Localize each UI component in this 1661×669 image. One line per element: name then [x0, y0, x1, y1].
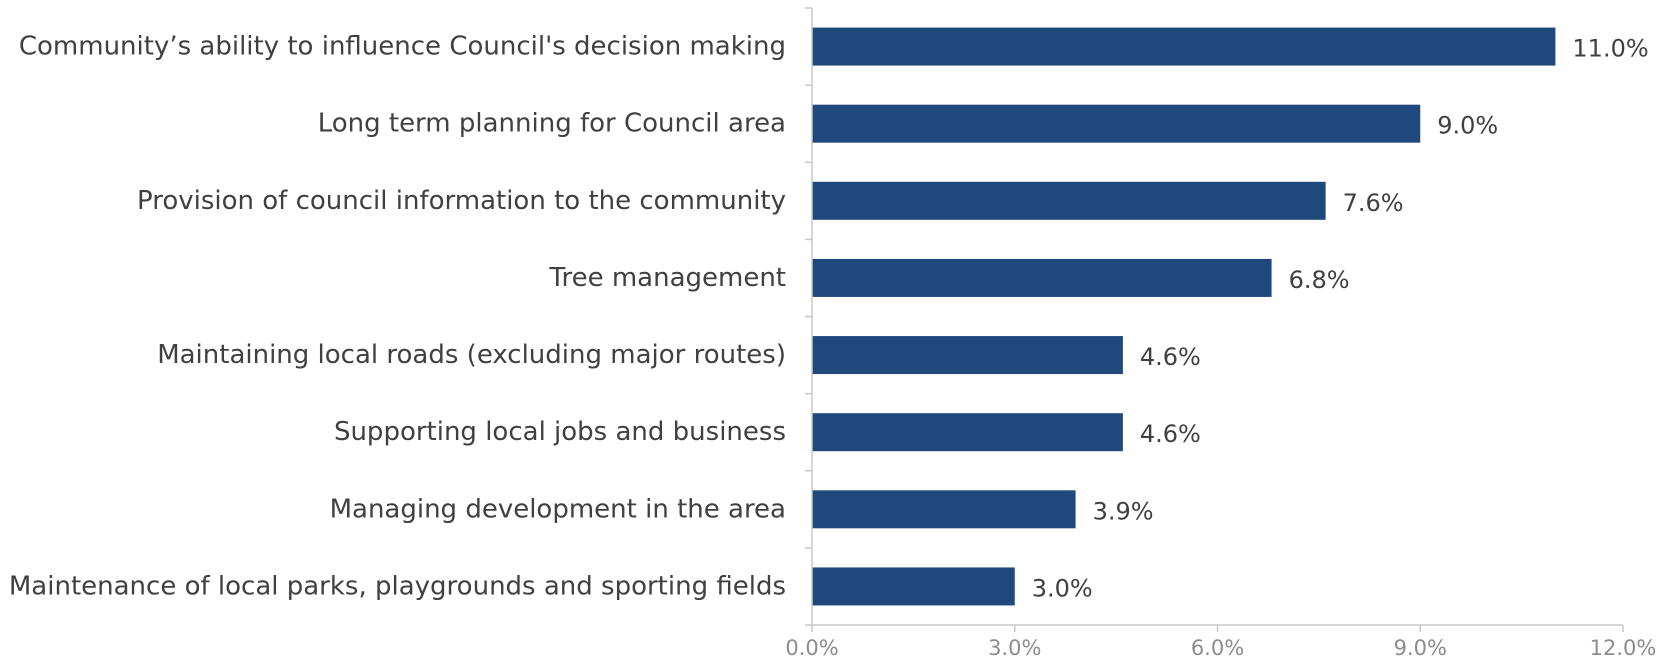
bar [812, 413, 1123, 452]
bar [812, 104, 1421, 143]
category-label: Maintenance of local parks, playgrounds … [9, 571, 786, 601]
category-label: Long term planning for Council area [318, 109, 786, 139]
value-labels-group: 11.0% 9.0% 7.6% 6.8% 4.6% 4.6% 3.9% 3.0% [1032, 35, 1649, 603]
data-label: 9.0% [1437, 112, 1498, 140]
x-tick-label: 3.0% [988, 636, 1041, 660]
bar [812, 258, 1272, 297]
data-label: 3.9% [1093, 497, 1154, 525]
axes-group [805, 7, 1624, 632]
bar [812, 490, 1076, 529]
x-tick-label: 6.0% [1191, 636, 1244, 660]
category-label: Tree management [548, 263, 786, 293]
bar [812, 27, 1556, 66]
x-tick-label: 12.0% [1590, 636, 1657, 660]
bar [812, 336, 1123, 375]
category-label: Supporting local jobs and business [334, 417, 786, 447]
x-tick-labels-group: 0.0% 3.0% 6.0% 9.0% 12.0% [785, 636, 1656, 660]
bar [812, 567, 1015, 606]
category-label: Managing development in the area [330, 494, 786, 524]
data-label: 4.6% [1140, 420, 1201, 448]
bar [812, 181, 1326, 220]
category-labels-group: Community’s ability to influence Council… [9, 32, 786, 602]
data-label: 7.6% [1343, 189, 1404, 217]
bars-group [812, 27, 1556, 606]
category-label: Community’s ability to influence Council… [19, 32, 786, 62]
category-label: Provision of council information to the … [137, 186, 786, 216]
x-tick-label: 0.0% [785, 636, 838, 660]
data-label: 11.0% [1572, 35, 1648, 63]
data-label: 6.8% [1289, 266, 1350, 294]
data-label: 4.6% [1140, 343, 1201, 371]
data-label: 3.0% [1032, 574, 1093, 602]
x-tick-label: 9.0% [1394, 636, 1447, 660]
category-label: Maintaining local roads (excluding major… [157, 340, 786, 370]
